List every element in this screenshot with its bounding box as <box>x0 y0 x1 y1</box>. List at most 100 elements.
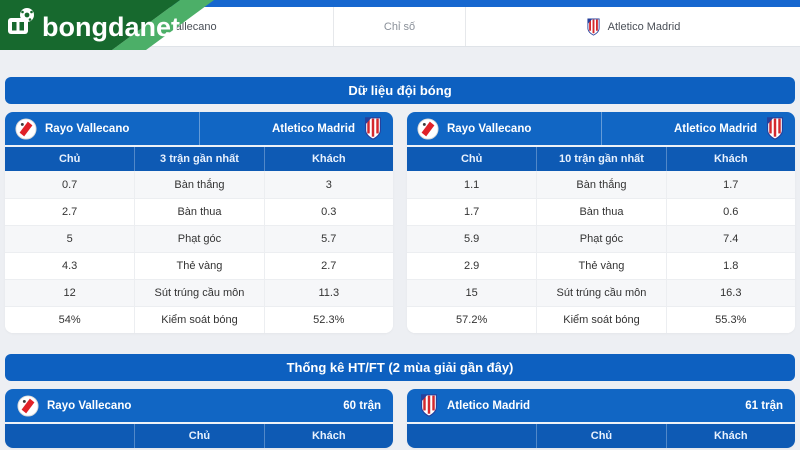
home-value: 5.9 <box>464 233 480 245</box>
home-team-header: Rayo Vallecano <box>407 112 601 145</box>
bongdanet-ball-chart-icon <box>8 8 34 34</box>
stat-label: Phạt góc <box>536 226 665 252</box>
stats-row: 4.3 Thẻ vàng 2.7 <box>5 252 393 279</box>
home-value: 1.1 <box>464 178 480 191</box>
htft-header-row: Chủ Khách <box>5 422 393 448</box>
htft-card-home: Rayo Vallecano 60 trận Chủ Khách <box>5 389 393 448</box>
atletico-madrid-crest-icon <box>421 394 437 417</box>
home-value: 4.3 <box>62 260 78 272</box>
col-empty <box>5 424 134 448</box>
home-team-header: Rayo Vallecano <box>5 112 199 145</box>
stats-row: 2.7 Bàn thua 0.3 <box>5 198 393 225</box>
team-name: Rayo Vallecano <box>47 399 132 412</box>
stat-label: Bàn thua <box>134 199 263 225</box>
home-value: 2.9 <box>464 260 480 272</box>
matches-count: 60 trận <box>343 399 381 412</box>
atletico-madrid-crest-icon <box>587 17 600 36</box>
col-period: 3 trận gần nhất <box>134 147 263 171</box>
away-value: 7.4 <box>665 226 795 252</box>
stat-label: Thẻ vàng <box>536 253 665 279</box>
bongdanet-logo-text: bongdanet <box>42 12 180 42</box>
stat-label: Kiểm soát bóng <box>134 307 263 333</box>
away-value: 52.3% <box>263 307 393 333</box>
stats-row: 2.9 Thẻ vàng 1.8 <box>407 252 795 279</box>
matches-count: 61 trận <box>745 399 783 412</box>
teams-bar: Rayo Vallecano Atletico Madrid <box>5 112 393 145</box>
bongdanet-logo[interactable]: bongdanet <box>0 0 225 50</box>
col-home: Chủ <box>58 153 81 165</box>
away-team-header: Atletico Madrid <box>601 112 795 145</box>
col-away: Khách <box>665 147 795 171</box>
away-value: 3 <box>263 171 393 198</box>
col-period: 10 trận gần nhất <box>536 147 665 171</box>
top-accent-strip <box>0 0 800 7</box>
home-team-name: Rayo Vallecano <box>45 122 130 135</box>
away-value: 1.8 <box>665 253 795 279</box>
stats-header-row: Chủ 10 trận gần nhất Khách <box>407 145 795 171</box>
stats-row: 12 Sút trúng cầu môn 11.3 <box>5 279 393 306</box>
stats-row: 5.9 Phạt góc 7.4 <box>407 225 795 252</box>
team-bar: Atletico Madrid 61 trận <box>407 389 795 422</box>
main-content: Dữ liệu đội bóng Rayo Vallecano Atletico… <box>0 47 800 448</box>
away-team-name: Atletico Madrid <box>673 122 757 135</box>
stat-label: Sút trúng cầu môn <box>536 280 665 306</box>
col-away: Khách <box>263 424 393 448</box>
section-title-team-data: Dữ liệu đội bóng <box>5 77 795 104</box>
stats-row: 1.1 Bàn thắng 1.7 <box>407 171 795 198</box>
home-value: 5 <box>66 233 73 245</box>
stat-label: Phạt góc <box>134 226 263 252</box>
htft-header-row: Chủ Khách <box>407 422 795 448</box>
home-value: 1.7 <box>464 206 480 218</box>
stat-label: Bàn thắng <box>536 171 665 198</box>
team-bar: Rayo Vallecano 60 trận <box>5 389 393 422</box>
stat-label: Thẻ vàng <box>134 253 263 279</box>
away-value: 5.7 <box>263 226 393 252</box>
away-value: 2.7 <box>263 253 393 279</box>
tab-chi-so-label: Chỉ số <box>383 20 416 33</box>
topbar-away-team[interactable]: Atletico Madrid <box>466 7 800 46</box>
htft-card-away: Atletico Madrid 61 trận Chủ Khách <box>407 389 795 448</box>
stat-label: Sút trúng cầu môn <box>134 280 263 306</box>
stats-row: 15 Sút trúng cầu môn 16.3 <box>407 279 795 306</box>
logo-accent-shape <box>112 0 214 50</box>
col-away: Khách <box>263 147 393 171</box>
away-value: 55.3% <box>665 307 795 333</box>
home-team-name: Rayo Vallecano <box>447 122 532 135</box>
rayo-vallecano-crest-icon <box>15 117 37 140</box>
atletico-madrid-crest-icon <box>767 117 783 140</box>
away-team-name: Atletico Madrid <box>271 122 355 135</box>
home-value: 57.2% <box>456 314 488 326</box>
home-value: 54% <box>58 314 81 326</box>
stats-row: 5 Phạt góc 5.7 <box>5 225 393 252</box>
logo-background-shape <box>0 0 180 50</box>
teams-bar: Rayo Vallecano Atletico Madrid <box>407 112 795 145</box>
home-value: 0.7 <box>62 178 78 191</box>
stat-label: Bàn thua <box>536 199 665 225</box>
away-value: 1.7 <box>665 171 795 198</box>
stats-card-last-10: Rayo Vallecano Atletico Madrid Chủ 10 tr… <box>407 112 795 333</box>
home-value: 12 <box>63 287 76 299</box>
stat-label: Bàn thắng <box>134 171 263 198</box>
col-home: Chủ <box>134 424 263 448</box>
atletico-madrid-crest-icon <box>365 117 381 140</box>
htft-cards: Rayo Vallecano 60 trận Chủ Khách Atletic… <box>5 389 795 448</box>
home-value: 2.7 <box>62 206 78 218</box>
team-data-cards: Rayo Vallecano Atletico Madrid Chủ 3 trậ… <box>5 112 795 333</box>
away-value: 0.3 <box>263 199 393 225</box>
col-empty <box>407 424 536 448</box>
col-home: Chủ <box>536 424 665 448</box>
section-title-htft: Thống kê HT/FT (2 mùa giải gần đây) <box>5 354 795 381</box>
tab-chi-so[interactable]: Chỉ số <box>333 7 466 46</box>
home-value: 15 <box>465 287 478 299</box>
stats-row: 1.7 Bàn thua 0.6 <box>407 198 795 225</box>
stats-row: 0.7 Bàn thắng 3 <box>5 171 393 198</box>
away-value: 11.3 <box>263 280 393 306</box>
away-team-header: Atletico Madrid <box>199 112 393 145</box>
stats-card-last-3: Rayo Vallecano Atletico Madrid Chủ 3 trậ… <box>5 112 393 333</box>
stat-label: Kiểm soát bóng <box>536 307 665 333</box>
rayo-vallecano-crest-icon <box>417 117 439 140</box>
team-name: Atletico Madrid <box>447 399 531 412</box>
stats-row: 54% Kiểm soát bóng 52.3% <box>5 306 393 333</box>
col-away: Khách <box>665 424 795 448</box>
col-home: Chủ <box>460 153 483 165</box>
